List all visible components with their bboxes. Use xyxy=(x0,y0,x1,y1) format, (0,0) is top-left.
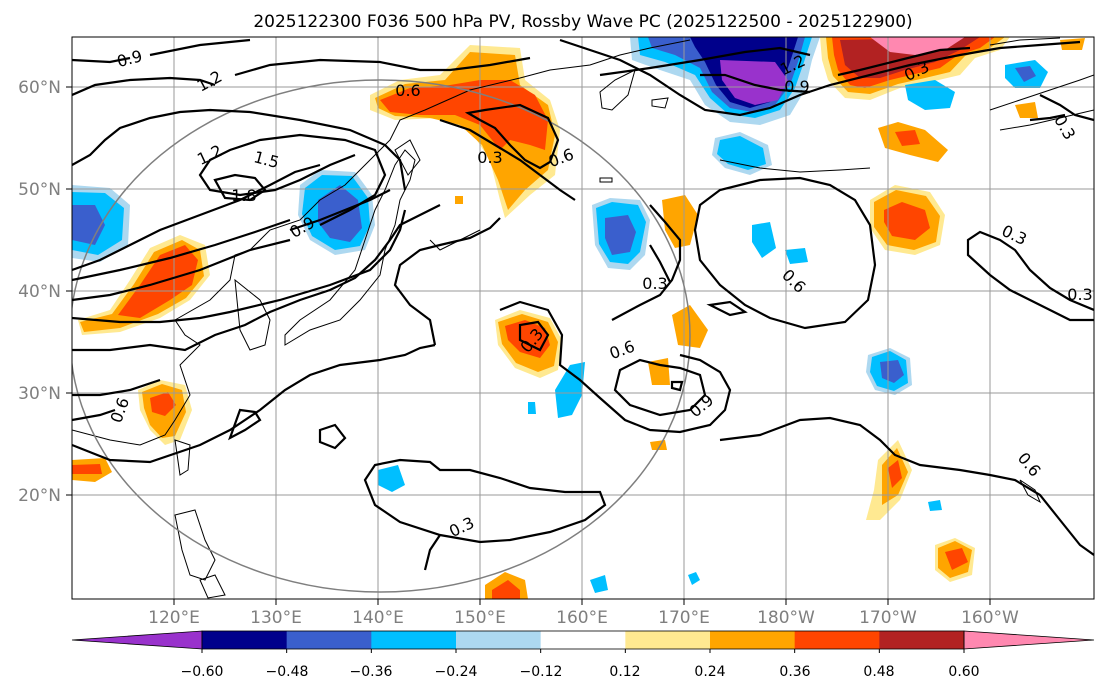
lon-label: 160°W xyxy=(961,608,1019,628)
colorbar-segment xyxy=(879,631,965,649)
colorbar-tick-label: 0.60 xyxy=(948,664,979,680)
colorbar-tick-label: −0.12 xyxy=(520,664,563,680)
colorbar-segment xyxy=(794,631,880,649)
colorbar-segment xyxy=(202,631,288,649)
lon-label: 170°E xyxy=(658,608,710,628)
colorbar xyxy=(71,630,1095,653)
map-frame xyxy=(71,36,1095,600)
lat-label: 50°N xyxy=(18,180,61,200)
positive-anomaly-east-china xyxy=(72,380,192,482)
lat-label: 20°N xyxy=(18,486,61,506)
colorbar-tick-label: 0.48 xyxy=(863,664,894,680)
colorbar-extend-low xyxy=(71,630,203,650)
contour-label: 0.3 xyxy=(642,274,667,293)
colorbar-tick-label: −0.48 xyxy=(266,664,309,680)
negative-anomaly-central-pacific xyxy=(378,60,1048,593)
colorbar-tick-label: −0.24 xyxy=(435,664,478,680)
graticule xyxy=(72,37,1094,599)
lon-label: 120°E xyxy=(148,608,200,628)
colorbar-frame xyxy=(201,630,965,650)
colorbar-tick-label: −0.36 xyxy=(350,664,393,680)
colorbar-segment xyxy=(286,631,372,649)
lon-label: 140°E xyxy=(352,608,404,628)
contour-label: 0.3 xyxy=(477,148,502,167)
colorbar-segment xyxy=(540,631,626,649)
negative-anomaly-northeast xyxy=(630,37,820,125)
positive-anomaly-sea-of-okhotsk xyxy=(370,45,560,218)
lon-label: 150°E xyxy=(454,608,506,628)
lat-label: 40°N xyxy=(18,282,61,302)
pv-contours xyxy=(72,38,1094,571)
colorbar-tick-label: 0.24 xyxy=(694,664,725,680)
lat-label: 30°N xyxy=(18,384,61,404)
contour-label: 0.3 xyxy=(1067,285,1092,304)
contour-label: 1.8 xyxy=(231,186,256,205)
lon-label: 180°W xyxy=(757,608,815,628)
colorbar-tick-label: 0.36 xyxy=(779,664,810,680)
colorbar-tick-label: −0.60 xyxy=(181,664,224,680)
coastlines xyxy=(72,37,1094,599)
lon-label: 170°W xyxy=(859,608,917,628)
colorbar-segment xyxy=(710,631,796,649)
map-title: 2025122300 F036 500 hPa PV, Rossby Wave … xyxy=(253,12,912,32)
domain-circle xyxy=(72,79,691,593)
lon-label: 160°E xyxy=(556,608,608,628)
lon-label: 130°E xyxy=(250,608,302,628)
colorbar-segment xyxy=(456,631,542,649)
latitude-labels: 60°N 50°N 40°N 30°N 20°N xyxy=(18,78,61,506)
colorbar-segment xyxy=(625,631,711,649)
longitude-labels: 120°E 130°E 140°E 150°E 160°E 170°E 180°… xyxy=(148,608,1019,628)
contour-label: 0.9 xyxy=(784,77,809,96)
contour-label: 0.6 xyxy=(395,81,420,100)
longitude-axis xyxy=(173,599,991,605)
colorbar-segment xyxy=(371,631,457,649)
colorbar-tick-labels: −0.60 −0.48 −0.36 −0.24 −0.12 0.12 0.24 … xyxy=(181,664,980,680)
colorbar-extend-high xyxy=(963,630,1095,650)
latitude-axis xyxy=(66,86,72,496)
map-panel: 0.9 1.2 0.6 0.3 0.6 1.2 1.5 1.8 0.9 1.2 … xyxy=(72,37,1094,599)
colorbar-tick-label: 0.12 xyxy=(609,664,640,680)
lat-label: 60°N xyxy=(18,78,61,98)
